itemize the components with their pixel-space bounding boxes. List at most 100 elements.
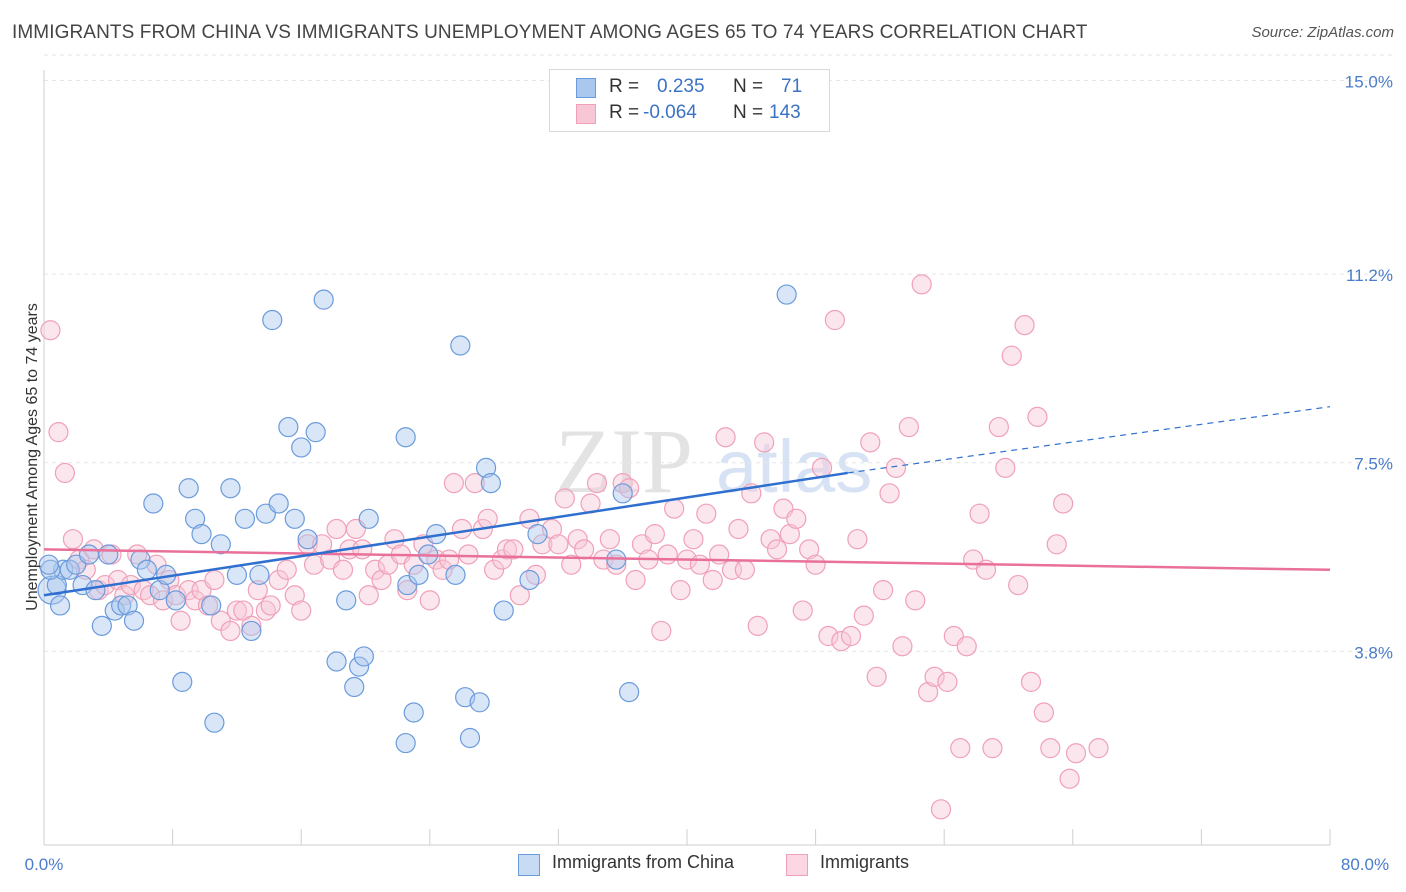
immigrants-point <box>567 529 588 550</box>
immigrants-point <box>458 544 479 565</box>
immigrants-point <box>599 529 620 550</box>
immigrants-point <box>48 422 69 443</box>
china-point <box>204 712 225 733</box>
china-point <box>37 575 67 605</box>
immigrants-point <box>625 569 646 591</box>
immigrants-point <box>924 666 945 687</box>
immigrants-point <box>268 569 289 591</box>
immigrants-point <box>358 585 379 606</box>
china-point <box>249 564 270 585</box>
watermark-zip: ZIP <box>555 410 693 512</box>
china-point <box>91 615 112 636</box>
china-point <box>326 651 347 672</box>
immigrants-point <box>956 636 977 657</box>
immigrants-point <box>799 539 820 560</box>
immigrants-point <box>853 605 874 626</box>
legend-item-china[interactable]: Immigrants from China <box>518 852 768 876</box>
immigrants-point <box>220 620 241 642</box>
china-point <box>117 595 138 616</box>
china-point <box>278 416 299 438</box>
immigrants-point <box>451 518 473 540</box>
china-point <box>49 595 71 616</box>
china-point <box>358 508 379 529</box>
legend-item-immigrants[interactable]: Immigrants <box>786 852 936 876</box>
china-point <box>305 422 326 443</box>
immigrants-point <box>657 544 678 565</box>
immigrants-point <box>384 529 405 550</box>
china-point <box>165 590 186 611</box>
china-point <box>241 620 262 642</box>
immigrants-point <box>40 320 61 341</box>
china-point <box>78 544 100 565</box>
china-point <box>445 564 466 585</box>
immigrants-point <box>332 559 354 580</box>
china-point <box>297 529 318 550</box>
china-point <box>201 595 222 616</box>
china-point <box>612 483 633 504</box>
china-point <box>268 493 289 514</box>
china-point <box>178 478 199 499</box>
china-point <box>262 309 283 331</box>
y-tick-label: 7.5% <box>1354 455 1393 474</box>
immigrants-point <box>847 529 868 550</box>
immigrants-point <box>247 580 268 601</box>
china-point <box>527 523 548 545</box>
immigrants-point <box>892 636 913 657</box>
r-label: R = <box>609 76 640 97</box>
immigrants-point <box>1008 574 1029 596</box>
immigrants-legend-label: Immigrants <box>820 852 910 872</box>
china-point <box>519 569 540 591</box>
immigrants-point <box>496 539 518 560</box>
immigrants-point <box>879 483 900 504</box>
china-point <box>98 544 119 565</box>
immigrants-point <box>728 518 749 540</box>
immigrants-point <box>226 600 247 621</box>
china-point <box>475 457 497 478</box>
immigrants-point <box>1033 702 1054 723</box>
immigrants-point <box>1088 738 1109 759</box>
immigrants-point <box>443 473 465 494</box>
immigrants-point <box>1053 493 1074 514</box>
immigrants-point <box>786 508 807 529</box>
watermark: ZIP atlas <box>555 410 872 512</box>
y-tick-labels: 3.8% 7.5% 11.2% 15.0% <box>1345 72 1393 662</box>
immigrants-point <box>503 539 524 560</box>
immigrants-point <box>766 539 788 560</box>
china-point <box>284 508 305 529</box>
immigrants-legend-swatch <box>786 854 808 876</box>
immigrants-point <box>860 432 881 453</box>
china-point <box>336 590 357 611</box>
y-axis-label: Unemployment Among Ages 65 to 74 years <box>24 303 41 611</box>
immigrants-point <box>792 600 813 621</box>
china-point <box>459 727 481 749</box>
china-point <box>123 610 145 631</box>
correlation-legend: R = 0.235 N = 71 R = -0.064 N = 143 <box>549 69 830 132</box>
immigrants-point <box>574 539 595 560</box>
immigrants-point <box>898 416 919 438</box>
immigrants-point <box>276 559 297 580</box>
immigrants-point <box>683 529 704 550</box>
immigrants-point <box>1065 743 1087 764</box>
immigrants-point <box>291 600 312 621</box>
immigrants-point <box>818 625 839 647</box>
immigrants-trend-line <box>43 548 1331 572</box>
x-tick-label-min: 0.0% <box>25 855 64 874</box>
immigrants-point <box>204 569 225 591</box>
china-point <box>395 732 416 754</box>
china-swatch <box>576 78 596 98</box>
immigrants-point <box>918 681 939 703</box>
immigrants-points <box>40 274 1109 820</box>
immigrants-point <box>811 457 833 478</box>
china-point <box>776 284 797 305</box>
immigrants-point <box>371 569 392 591</box>
immigrants-point <box>532 534 553 555</box>
r-label: R = <box>609 102 640 123</box>
immigrants-point <box>950 738 971 759</box>
immigrants-point <box>866 666 887 687</box>
immigrants-point <box>241 615 262 636</box>
legend-row-china: R = 0.235 N = 71 <box>550 76 829 102</box>
china-point <box>348 656 370 677</box>
immigrants-point <box>760 529 781 550</box>
immigrants-point <box>477 508 498 529</box>
